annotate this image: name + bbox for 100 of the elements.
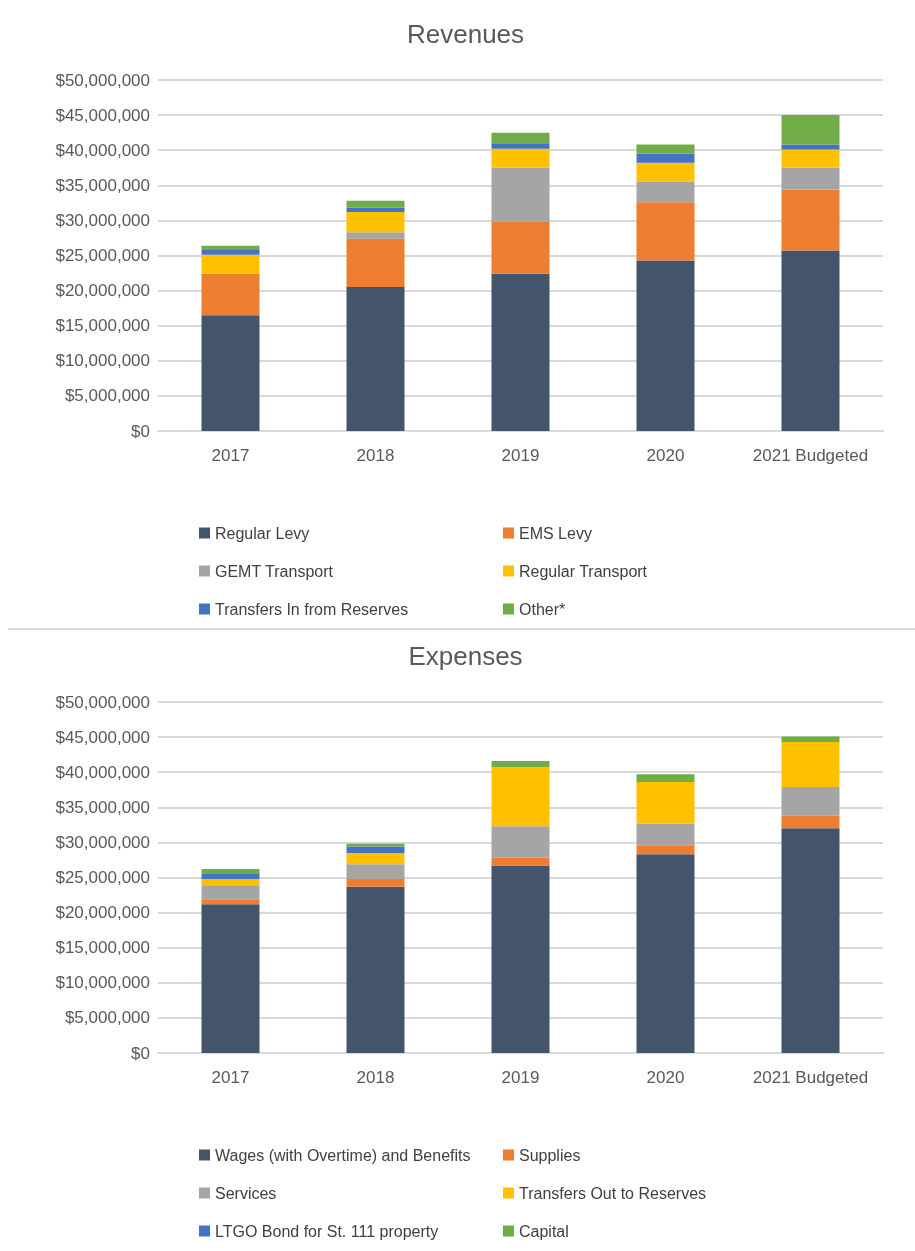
legend-label: GEMT Transport <box>215 562 334 580</box>
bar <box>491 857 550 866</box>
bar <box>636 144 695 154</box>
y-tick-label: $5,000,000 <box>64 386 150 406</box>
bar <box>491 760 550 768</box>
bar <box>346 852 405 865</box>
bar <box>636 202 695 261</box>
y-tick-label: $20,000,000 <box>55 281 150 301</box>
y-tick-label: $15,000,000 <box>55 316 150 336</box>
bar <box>636 260 695 431</box>
bar <box>636 153 695 163</box>
y-tick-label: $30,000,000 <box>55 210 150 230</box>
bar <box>201 873 260 879</box>
bar <box>346 207 405 212</box>
bar <box>636 774 695 783</box>
bar <box>346 238 405 288</box>
y-tick-label: $35,000,000 <box>55 797 150 817</box>
x-tick-label: 2021 Budgeted <box>752 1068 869 1087</box>
bar <box>201 899 260 905</box>
x-tick-label: 2019 <box>501 446 540 465</box>
bar <box>201 245 260 250</box>
bar <box>201 878 260 886</box>
y-tick-label: $45,000,000 <box>55 727 150 747</box>
y-tick-label: $0 <box>131 421 150 441</box>
bar <box>636 845 695 855</box>
bar <box>491 167 550 222</box>
legend-label: Services <box>215 1184 277 1202</box>
bar <box>781 250 840 431</box>
bar <box>636 181 695 203</box>
y-tick-label: $40,000,000 <box>55 762 150 782</box>
bar <box>491 767 550 827</box>
bar <box>346 211 405 233</box>
bar <box>781 815 840 829</box>
bar <box>781 786 840 816</box>
x-tick-label: 2020 <box>646 1068 685 1087</box>
y-tick-label: $50,000,000 <box>55 692 150 712</box>
y-tick-label: $30,000,000 <box>55 832 150 852</box>
bar <box>491 826 550 858</box>
y-tick-label: $35,000,000 <box>55 175 150 195</box>
y-tick-label: $10,000,000 <box>55 351 150 371</box>
chart-title: Expenses <box>408 641 523 671</box>
legend-label: Supplies <box>519 1146 581 1164</box>
y-tick-label: $50,000,000 <box>55 70 150 90</box>
y-tick-label: $45,000,000 <box>55 105 150 125</box>
y-tick-label: $15,000,000 <box>55 938 150 958</box>
bar <box>346 287 405 431</box>
bar <box>346 846 405 853</box>
bar <box>491 143 550 149</box>
bar <box>491 865 550 1053</box>
bar <box>346 200 405 208</box>
y-tick-label: $10,000,000 <box>55 973 150 993</box>
bar <box>201 885 260 900</box>
y-tick-label: $5,000,000 <box>64 1008 150 1028</box>
y-tick-label: $0 <box>131 1043 150 1063</box>
bar <box>781 149 840 168</box>
bar <box>491 273 550 431</box>
bar <box>491 148 550 168</box>
bar <box>781 115 840 145</box>
legend-label: Transfers In from Reserves <box>215 600 409 618</box>
x-tick-label: 2018 <box>356 446 395 465</box>
x-tick-label: 2019 <box>501 1068 540 1087</box>
legend-label: Regular Levy <box>215 524 310 542</box>
legend-label: LTGO Bond for St. 111 property <box>215 1222 439 1240</box>
bar <box>201 273 260 316</box>
legend-label: Other* <box>519 600 566 618</box>
x-tick-label: 2020 <box>646 446 685 465</box>
x-tick-label: 2018 <box>356 1068 395 1087</box>
bar <box>346 878 405 887</box>
legend-label: Wages (with Overtime) and Benefits <box>215 1146 471 1164</box>
y-tick-label: $20,000,000 <box>55 903 150 923</box>
bar <box>346 864 405 879</box>
y-tick-label: $40,000,000 <box>55 140 150 160</box>
bar <box>201 904 260 1053</box>
bar <box>346 886 405 1053</box>
bar <box>346 843 405 847</box>
x-tick-label: 2017 <box>211 446 250 465</box>
legend-label: EMS Levy <box>519 524 592 542</box>
chart-title: Revenues <box>406 19 525 49</box>
bar <box>201 315 260 431</box>
bar <box>781 167 840 190</box>
bar <box>781 189 840 251</box>
bar <box>636 782 695 824</box>
bar <box>201 254 260 274</box>
bar <box>781 736 840 743</box>
x-tick-label: 2021 Budgeted <box>752 446 869 465</box>
bar <box>636 823 695 846</box>
legend-label: Capital <box>519 1222 569 1240</box>
legend-label: Regular Transport <box>519 562 648 580</box>
bar <box>201 249 260 255</box>
y-tick-label: $25,000,000 <box>55 868 150 887</box>
bar <box>491 221 550 274</box>
bar <box>201 869 260 874</box>
y-tick-label: $25,000,000 <box>55 246 150 265</box>
bar <box>636 854 695 1053</box>
bar <box>781 828 840 1053</box>
bar <box>491 132 550 144</box>
x-tick-label: 2017 <box>211 1068 250 1087</box>
legend-label: Transfers Out to Reserves <box>519 1184 707 1202</box>
bar <box>346 232 405 239</box>
bar <box>636 162 695 182</box>
